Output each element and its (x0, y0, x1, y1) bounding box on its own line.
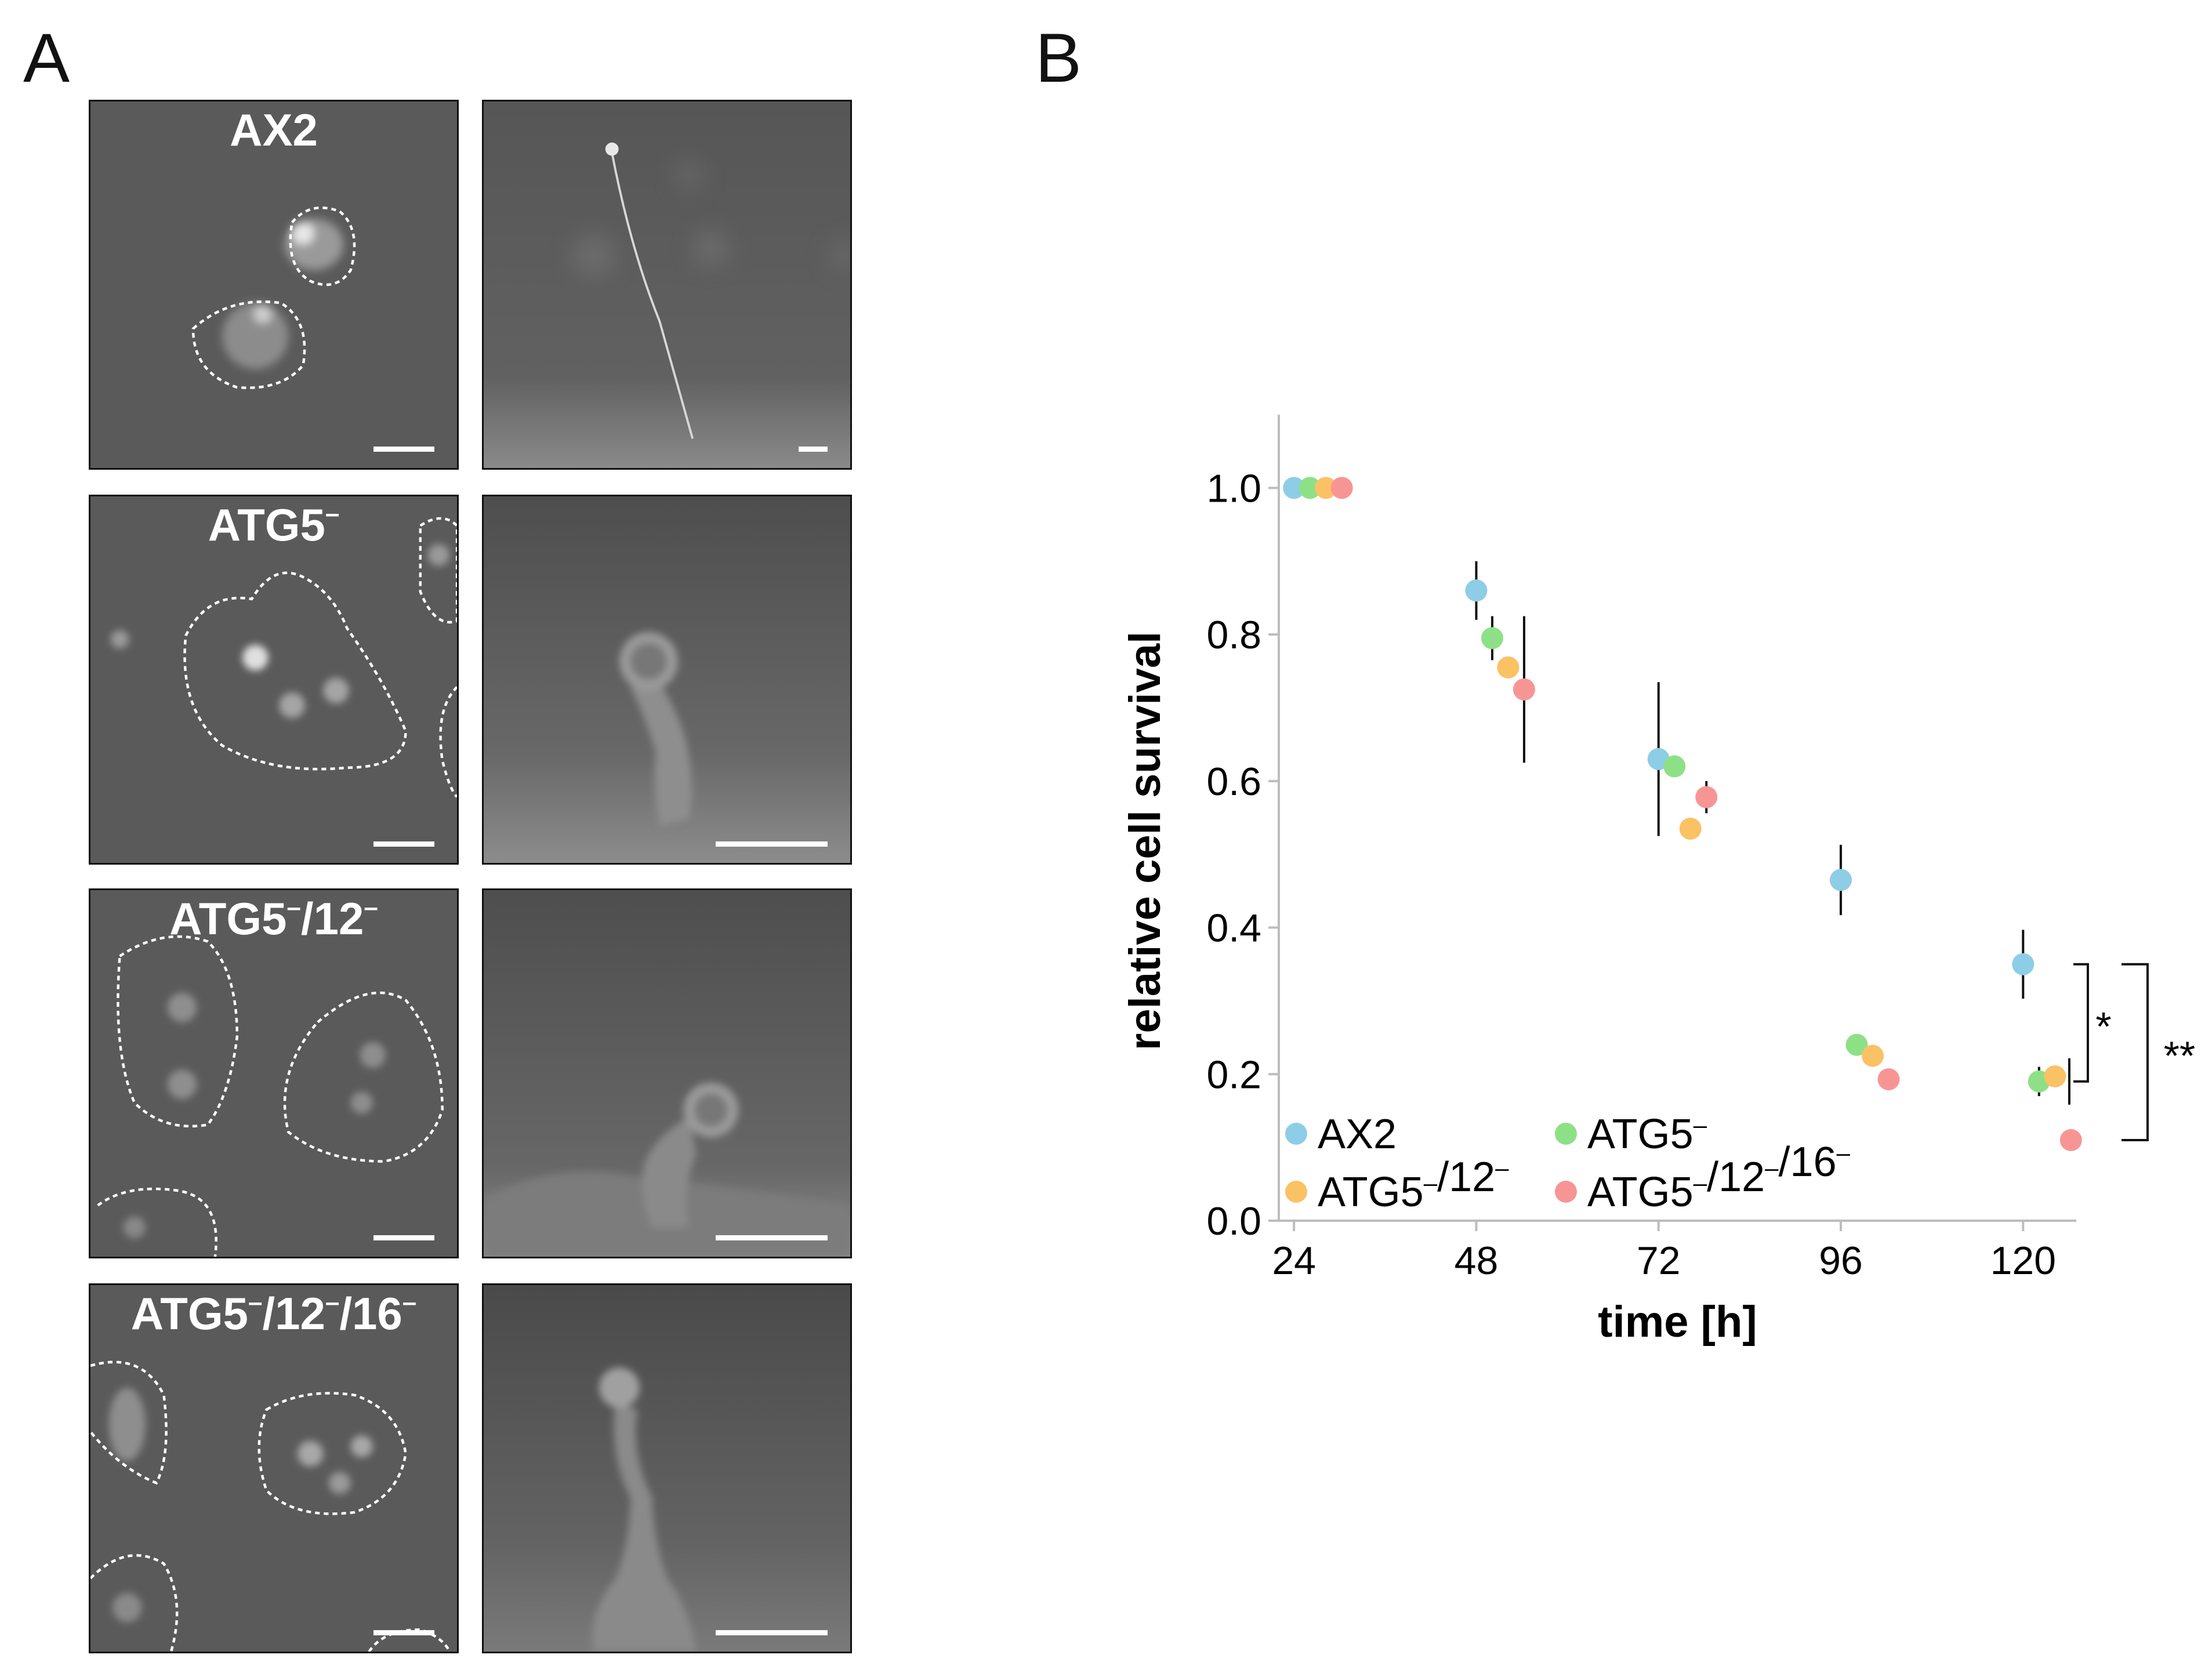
y-tick-label: 1.0 (1206, 466, 1261, 510)
data-point (1465, 579, 1488, 602)
micrograph-atg5-cells: ATG5– (89, 495, 459, 865)
y-tick-label: 0.2 (1206, 1053, 1261, 1097)
micrograph-atg5-fruiting-body (482, 495, 852, 865)
x-tick-label: 24 (1272, 1239, 1316, 1283)
scale-bar (799, 447, 828, 452)
data-point (1481, 627, 1503, 649)
legend-label: ATG5– (1587, 1111, 1707, 1158)
data-point (1299, 477, 1321, 499)
y-axis-label: relative cell survival (1120, 632, 1170, 1050)
y-tick-label: 0.0 (1206, 1199, 1261, 1243)
survival-chart: 0.00.20.40.60.81.024 48 72 96 120 *** AX2 ATG… (1120, 415, 2195, 1347)
panel-label-a: A (23, 19, 70, 97)
micrograph-atg5-12-16-fruiting-body (482, 1283, 852, 1653)
significance-bracket (2121, 963, 2149, 1141)
y-tick-label: 0.4 (1206, 906, 1261, 950)
data-point (1497, 656, 1519, 678)
x-tick-label: 48 (1455, 1239, 1499, 1283)
x-tick-label: 96 (1819, 1239, 1863, 1283)
data-point (2044, 1065, 2066, 1088)
data-point (1695, 786, 1718, 808)
data-point (1830, 869, 1852, 891)
scale-bar (716, 841, 828, 847)
scale-bar (373, 447, 434, 452)
micrograph-atg5-12-fruiting-body (482, 888, 852, 1258)
micrograph-atg5-12-cells: ATG5–/12– (89, 888, 459, 1258)
legend-marker (1285, 1181, 1307, 1203)
scale-bar (373, 1235, 434, 1240)
x-tick-label: 72 (1637, 1239, 1681, 1283)
legend-label: ATG5–/12– (1318, 1154, 1509, 1215)
scale-bar (373, 841, 434, 847)
data-point (1315, 477, 1337, 499)
micrograph-ax2-cells: AX2 (89, 100, 459, 470)
y-tick-label: 0.6 (1206, 760, 1261, 804)
micrograph-atg5-12-16-cells: ATG5–/12–/16– (89, 1283, 459, 1653)
legend-marker (1285, 1123, 1307, 1145)
scale-bar (373, 1630, 434, 1635)
significance-bracket (2073, 963, 2089, 1083)
strain-label-atg5-12: ATG5–/12– (169, 893, 378, 944)
legend-marker (1555, 1123, 1577, 1145)
data-point (1283, 477, 1305, 499)
data-point (2012, 953, 2034, 975)
data-point (1330, 477, 1353, 499)
x-axis-label: time [h] (1598, 1297, 1757, 1347)
scale-bar (716, 1630, 828, 1635)
x-tick-label: 120 (1990, 1239, 2056, 1283)
data-point (1845, 1033, 1868, 1056)
strain-label-atg5-12-16: ATG5–/12–/16– (130, 1288, 417, 1339)
significance-label: ** (2164, 1033, 2195, 1078)
data-point (1877, 1068, 1900, 1091)
data-point (1513, 678, 1535, 701)
y-tick-label: 0.8 (1206, 613, 1261, 657)
strain-label-ax2: AX2 (230, 104, 318, 155)
data-point (1862, 1044, 1884, 1067)
legend-marker (1555, 1181, 1577, 1203)
panel-label-b: B (1035, 19, 1082, 97)
legend-label: AX2 (1318, 1111, 1397, 1158)
significance-label: * (2095, 1004, 2111, 1049)
data-point (2059, 1129, 2082, 1151)
data-point (1663, 755, 1686, 778)
micrograph-ax2-fruiting-body (482, 100, 852, 470)
legend-label: ATG5–/12–/16– (1587, 1139, 1851, 1215)
scale-bar (716, 1235, 828, 1240)
strain-label-atg5: ATG5– (208, 499, 340, 550)
data-point (1679, 817, 1702, 840)
